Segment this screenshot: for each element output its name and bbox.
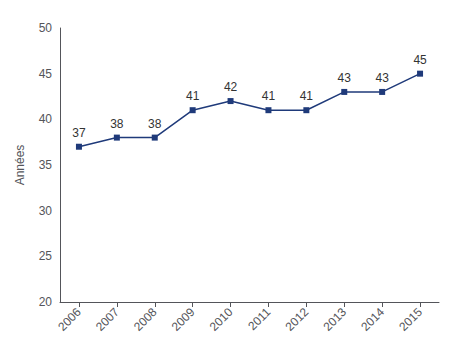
svg-text:40: 40 [39,112,53,126]
svg-text:30: 30 [39,204,53,218]
svg-text:38: 38 [110,117,124,131]
svg-text:2008: 2008 [131,305,160,334]
svg-text:42: 42 [224,80,238,94]
svg-text:43: 43 [375,71,389,85]
svg-text:2011: 2011 [245,305,273,333]
svg-text:45: 45 [39,67,53,81]
svg-text:41: 41 [186,89,200,103]
svg-text:2012: 2012 [283,305,312,334]
svg-text:2007: 2007 [93,305,122,334]
svg-text:2010: 2010 [207,305,236,334]
svg-text:41: 41 [262,89,276,103]
svg-text:2014: 2014 [358,305,387,334]
svg-text:35: 35 [39,158,53,172]
svg-text:45: 45 [413,53,427,67]
svg-text:Années: Années [13,145,27,186]
svg-text:50: 50 [39,21,53,35]
svg-text:37: 37 [72,126,86,140]
svg-text:2015: 2015 [396,305,425,334]
svg-text:25: 25 [39,249,53,263]
svg-text:38: 38 [148,117,162,131]
svg-text:2009: 2009 [169,305,198,334]
svg-text:41: 41 [300,89,314,103]
svg-text:2006: 2006 [55,305,84,334]
svg-text:43: 43 [338,71,352,85]
svg-text:20: 20 [39,295,53,309]
svg-text:2013: 2013 [320,305,349,334]
